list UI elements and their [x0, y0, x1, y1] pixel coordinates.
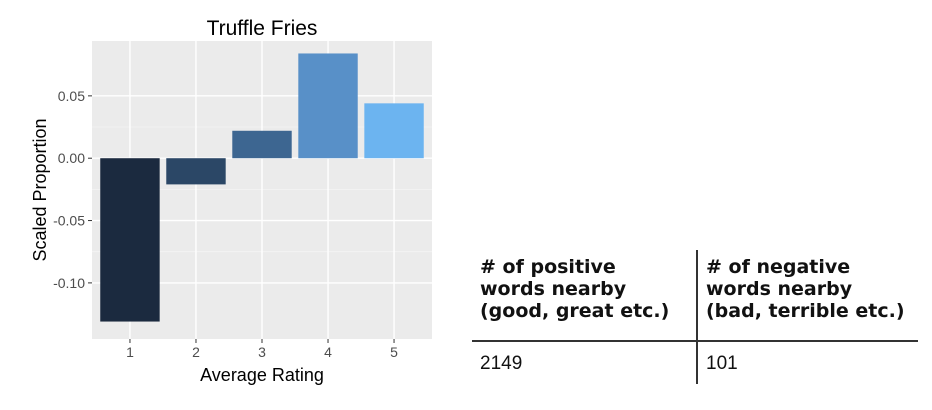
positive-header-line: # of positive: [480, 256, 616, 278]
y-tick-label: 0.05: [58, 88, 85, 104]
bars: [100, 53, 424, 322]
x-tick-label: 5: [390, 344, 398, 360]
y-tick-label: 0.00: [58, 150, 85, 166]
gridlines: [92, 41, 432, 339]
x-tick-label: 1: [126, 344, 134, 360]
word-count-table: # of positive words nearby (good, great …: [472, 250, 918, 390]
negative-header: # of negative words nearby (bad, terribl…: [706, 256, 918, 322]
negative-header-line: words nearby: [706, 278, 853, 300]
bar-rating-4: [298, 53, 358, 159]
positive-header: # of positive words nearby (good, great …: [480, 256, 695, 322]
x-tick-label: 3: [258, 344, 266, 360]
header-divider: [472, 340, 918, 342]
negative-header-line: # of negative: [706, 256, 851, 278]
negative-count: 101: [706, 353, 738, 374]
negative-header-line: (bad, terrible etc.): [706, 300, 905, 322]
x-axis-label: Average Rating: [200, 365, 324, 385]
chart-title: Truffle Fries: [207, 17, 318, 40]
positive-header-line: (good, great etc.): [480, 300, 670, 322]
x-tick-label: 4: [324, 344, 332, 360]
y-axis-label: Scaled Proportion: [30, 118, 50, 261]
bar-rating-1: [100, 158, 160, 322]
bar-chart: -0.10 -0.05 0.00 0.05 1 2 3 4 5 Truffle Fries A…: [30, 17, 432, 385]
column-divider: [696, 250, 698, 384]
y-tick-label: -0.05: [53, 213, 85, 229]
negative-column: # of negative words nearby (bad, terribl…: [706, 250, 918, 384]
x-axis-ticks: 1 2 3 4 5: [126, 339, 398, 360]
bar-rating-2: [166, 158, 226, 185]
y-axis-ticks: -0.10 -0.05 0.00 0.05: [53, 88, 92, 291]
positive-column: # of positive words nearby (good, great …: [480, 250, 695, 384]
bar-rating-5: [364, 103, 424, 159]
x-tick-label: 2: [192, 344, 200, 360]
bar-rating-3: [232, 130, 292, 159]
y-tick-label: -0.10: [53, 275, 85, 291]
positive-header-line: words nearby: [480, 278, 627, 300]
positive-count: 2149: [480, 353, 523, 374]
